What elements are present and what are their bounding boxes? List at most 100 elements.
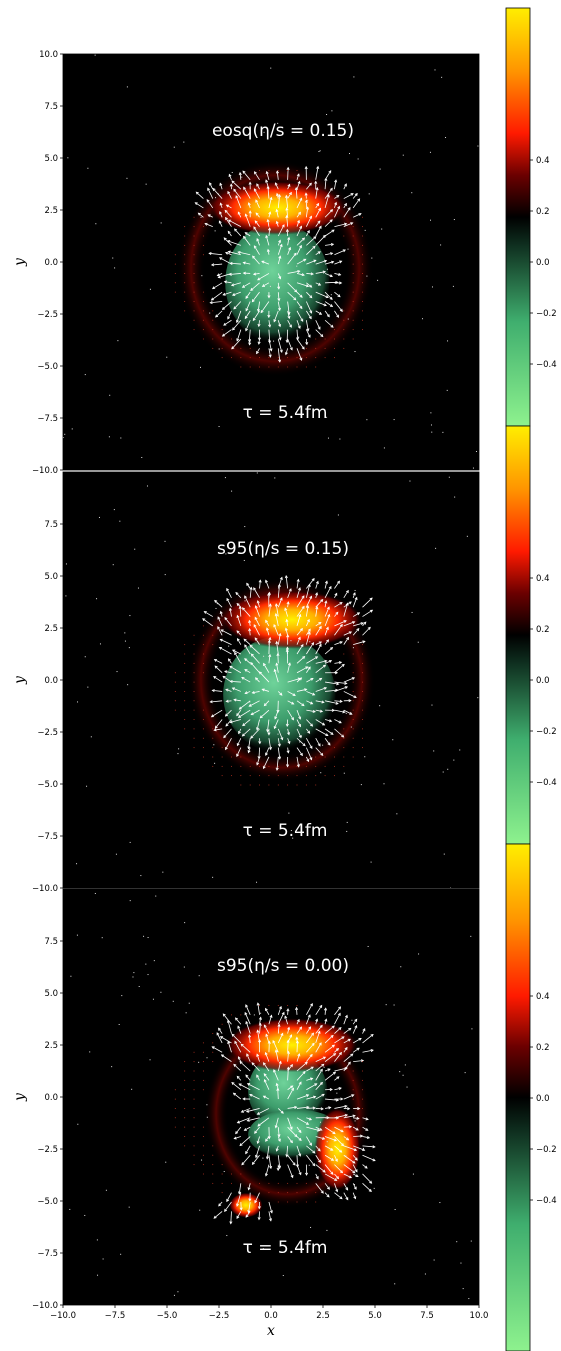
arrow-head	[302, 655, 306, 660]
noise-dot	[89, 1051, 91, 1053]
velocity-arrow	[343, 1183, 349, 1191]
arrow-head	[303, 258, 307, 262]
arrow-head	[242, 170, 246, 174]
noise-dot	[225, 553, 227, 555]
grid-point	[193, 226, 195, 228]
arrow-head	[313, 236, 317, 240]
noise-dot	[69, 1208, 71, 1210]
grid-point	[352, 329, 354, 331]
arrow-head	[217, 275, 221, 279]
arrow-head	[220, 629, 224, 633]
grid-point	[315, 765, 317, 767]
arrow-head	[251, 299, 255, 303]
velocity-arrow	[212, 188, 223, 199]
arrow-head	[332, 1071, 337, 1075]
velocity-arrow	[225, 217, 232, 227]
grid-point	[249, 765, 251, 767]
velocity-arrow	[244, 595, 251, 608]
velocity-arrow	[306, 1066, 314, 1072]
arrow-head	[236, 1075, 240, 1079]
arrow-head	[268, 636, 272, 641]
velocity-arrow	[236, 329, 242, 342]
noise-dot	[223, 1171, 225, 1173]
velocity-arrow	[222, 1013, 232, 1025]
grid-point	[362, 747, 364, 749]
noise-dot	[84, 374, 86, 376]
arrow-head	[324, 580, 328, 584]
velocity-arrow	[242, 607, 251, 617]
grid-point	[184, 1061, 186, 1063]
velocity-arrow	[306, 700, 313, 705]
velocity-arrow	[334, 249, 346, 256]
arrow-head	[231, 293, 236, 296]
velocity-arrow	[239, 1061, 251, 1072]
y-axis-label: y	[12, 675, 28, 685]
noise-dot	[282, 1275, 284, 1277]
grid-point	[296, 1201, 298, 1203]
velocity-arrow	[235, 1126, 242, 1134]
grid-point	[268, 1192, 270, 1194]
noise-dot	[90, 736, 92, 738]
velocity-arrow	[277, 633, 281, 645]
arrow-head	[336, 194, 340, 198]
velocity-arrow	[306, 1154, 316, 1166]
colorbar-tick-label: 0.4	[536, 992, 550, 1002]
noise-dot	[253, 1014, 255, 1016]
grid-point	[315, 756, 317, 758]
velocity-arrow	[227, 231, 232, 237]
velocity-arrow	[287, 291, 297, 301]
arrow-head	[318, 643, 322, 647]
velocity-arrow	[235, 592, 242, 599]
arrow-head	[304, 688, 308, 692]
velocity-arrow	[268, 348, 271, 358]
x-axis-label: x	[267, 1323, 275, 1339]
arrow-head	[256, 183, 260, 187]
noise-dot	[357, 158, 359, 160]
grid-point	[259, 1182, 261, 1184]
arrow-head	[299, 244, 302, 249]
arrow-head	[360, 1059, 365, 1063]
arrow-head	[209, 700, 213, 704]
velocity-arrow	[324, 209, 333, 218]
arrow-head	[294, 289, 298, 293]
noise-dot	[394, 1209, 396, 1211]
velocity-arrow	[352, 1126, 359, 1131]
velocity-arrow	[256, 1054, 260, 1062]
grid-point	[202, 709, 204, 711]
arrow-head	[330, 1147, 334, 1151]
arrow-head	[332, 1131, 336, 1135]
arrow-head	[321, 1063, 325, 1067]
noise-dot	[326, 1229, 328, 1231]
grid-point	[352, 1070, 354, 1072]
grid-point	[212, 1154, 214, 1156]
grid-point	[212, 329, 214, 331]
grid-point	[212, 644, 214, 646]
arrow-head	[287, 1026, 291, 1030]
grid-point	[212, 319, 214, 321]
velocity-arrow	[214, 600, 223, 608]
noise-dot	[97, 1274, 99, 1276]
arrow-head	[326, 194, 330, 198]
noise-dot	[409, 480, 411, 482]
heatmap-field	[63, 54, 479, 469]
grid-point	[174, 690, 176, 692]
velocity-arrow	[305, 619, 310, 627]
arrow-head	[345, 1197, 349, 1201]
arrow-head	[255, 1154, 259, 1159]
velocity-arrow	[277, 1012, 285, 1025]
arrow-head	[256, 727, 260, 731]
velocity-arrow	[219, 183, 223, 190]
arrow-head	[247, 1210, 251, 1214]
velocity-arrow	[248, 747, 251, 753]
grid-point	[193, 1070, 195, 1072]
arrow-head	[330, 731, 334, 735]
grid-point	[268, 775, 270, 777]
velocity-arrow	[245, 291, 251, 299]
velocity-arrow	[362, 1028, 366, 1034]
noise-dot	[173, 1294, 175, 1296]
arrow-head	[314, 1083, 318, 1087]
velocity-arrow	[334, 223, 347, 228]
velocity-arrow	[315, 251, 321, 256]
noise-dot	[472, 467, 474, 469]
arrow-head	[338, 661, 343, 665]
